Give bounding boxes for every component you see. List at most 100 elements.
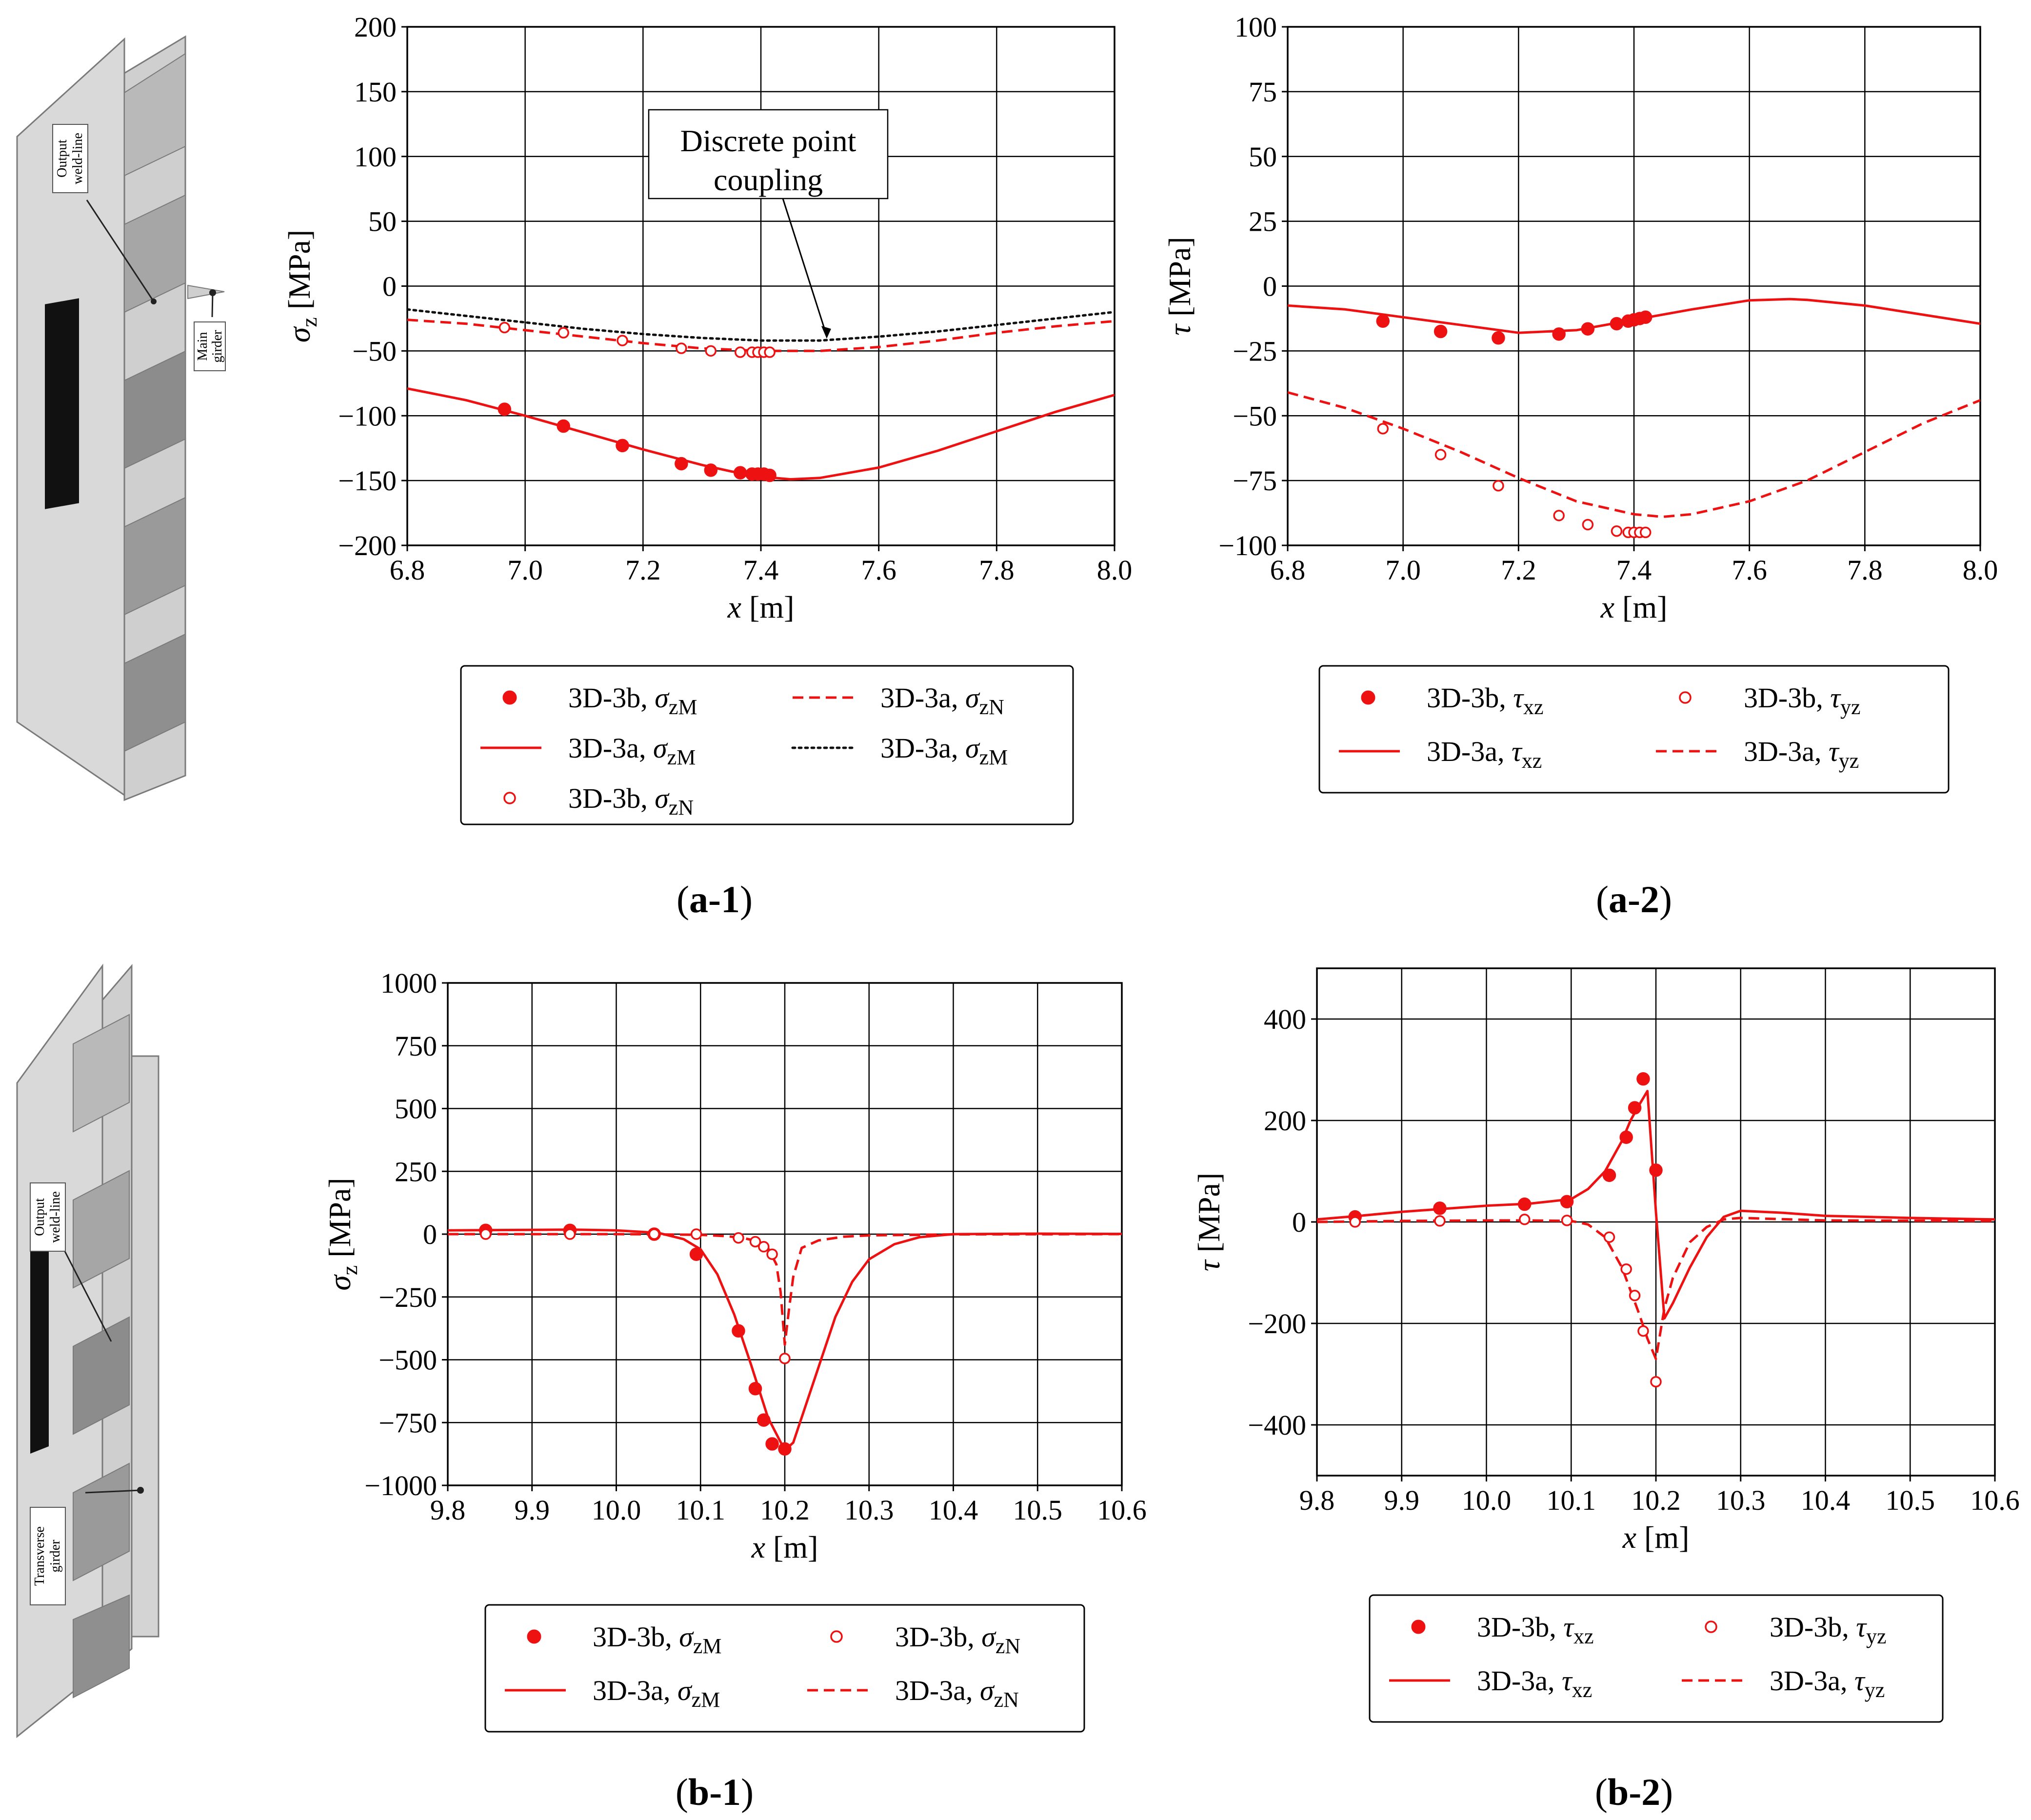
label-symbol: σ: [655, 682, 670, 714]
data-point-open: [676, 342, 687, 354]
y-tick-label: 0: [1292, 1206, 1306, 1238]
x-axis-label: x [m]: [727, 590, 795, 624]
x-tick-label: 10.4: [929, 1494, 978, 1526]
pointer-dot: [137, 1487, 144, 1494]
data-point-open: [1639, 526, 1652, 539]
x-tick-label: 10.3: [1716, 1484, 1766, 1516]
x-tick-label: 9.9: [515, 1494, 550, 1526]
label-subscript: zM: [669, 695, 697, 719]
label-symbol: σ: [965, 682, 980, 714]
label-box: [52, 124, 88, 193]
data-point-filled: [1638, 310, 1653, 324]
caption-b1: (b-1): [676, 1771, 754, 1813]
label-part: 3D-3b,: [593, 1621, 679, 1653]
label-subscript: zM: [692, 1688, 720, 1712]
x-tick-label: 7.0: [1385, 554, 1421, 586]
label-symbol: σ: [965, 732, 980, 764]
label-text: 3D-3b, τyz: [1744, 682, 1861, 719]
corrugation-face: [124, 53, 186, 177]
data-point-open: [690, 1228, 702, 1240]
data-point-filled: [1560, 1195, 1574, 1209]
y-tick-label: 50: [1249, 141, 1277, 173]
x-tick-label: 7.4: [1616, 554, 1652, 586]
plot-frame: [1287, 26, 1981, 546]
label-symbol: σ: [981, 1621, 996, 1653]
label-subscript: xz: [1573, 1624, 1594, 1648]
x-tick-label: 7.6: [861, 554, 896, 586]
axis-subscript: z: [297, 317, 321, 327]
data-point-filled: [1610, 317, 1624, 331]
data-point-open: [498, 321, 511, 334]
label-part: 3D-3a,: [593, 1675, 677, 1706]
label-subscript: zM: [979, 745, 1008, 769]
label-symbol: σ: [655, 782, 670, 814]
label-subscript: zN: [996, 1634, 1020, 1658]
y-axis-label: τ [MPa]: [1192, 1173, 1226, 1271]
data-point-open: [705, 345, 717, 357]
model-label: Main: [195, 332, 210, 360]
y-tick-label: 200: [354, 11, 397, 43]
series-layer: [448, 1223, 1122, 1456]
series-layer: [1317, 1072, 1995, 1388]
y-axis-label: σz [MPa]: [282, 230, 321, 343]
data-point-open: [1603, 1231, 1615, 1243]
x-tick-label: 10.2: [760, 1494, 810, 1526]
y-tick-label: −25: [1233, 335, 1277, 367]
model-illustration-b: Output weld-line Transverse girder: [16, 963, 159, 1739]
axis-symbol: x: [727, 590, 741, 624]
data-point-open: [779, 1353, 791, 1364]
data-point-filled: [748, 1381, 762, 1396]
x-tick-label: 7.8: [1847, 554, 1883, 586]
series-line-solid: [1288, 298, 1980, 334]
x-tick-label: 8.0: [1097, 554, 1133, 586]
data-point-filled: [557, 419, 570, 433]
series-line-dashed: [1288, 391, 1980, 518]
data-point-filled: [763, 468, 777, 482]
data-point-filled: [616, 439, 629, 453]
data-point-filled: [1602, 1168, 1616, 1182]
label-subscript: xz: [1572, 1678, 1593, 1702]
x-tick-label: 7.2: [1501, 554, 1536, 586]
data-point-open: [558, 327, 569, 339]
data-point-filled: [675, 457, 688, 471]
x-axis-label: x [m]: [751, 1530, 818, 1564]
data-point-filled: [1636, 1072, 1650, 1086]
data-point-open: [734, 346, 746, 358]
data-point-filled: [733, 466, 747, 480]
label-text: 3D-3b, τxz: [1477, 1611, 1594, 1648]
pointer-dot: [151, 299, 157, 304]
x-tick-label: 10.0: [1462, 1484, 1512, 1516]
data-point-open: [764, 346, 776, 358]
data-point-open: [1611, 525, 1623, 537]
label-symbol: τ: [1563, 1611, 1574, 1643]
axis-unit: [m]: [1636, 1520, 1689, 1555]
y-axis-label: σz [MPa]: [322, 1178, 362, 1291]
label-part: 3D-3a,: [1477, 1665, 1562, 1697]
series-line-dashed: [448, 1233, 1122, 1346]
axis-unit: [MPa]: [1192, 1173, 1226, 1260]
y-tick-label: −150: [338, 465, 397, 497]
label-symbol: σ: [980, 1675, 995, 1706]
x-tick-label: 9.9: [1384, 1484, 1420, 1516]
pointer-dot: [209, 289, 216, 296]
y-tick-label: −50: [352, 335, 397, 367]
series-line-dotted: [407, 308, 1115, 342]
annotation-arrow: [782, 198, 827, 333]
data-point-filled: [732, 1324, 745, 1338]
x-tick-label: 6.8: [390, 554, 425, 586]
data-point-open: [479, 1228, 492, 1240]
x-tick-label: 10.4: [1801, 1484, 1851, 1516]
legend-marker-open: [1705, 1620, 1717, 1633]
label-symbol: σ: [653, 732, 668, 764]
y-tick-label: −500: [378, 1344, 437, 1376]
x-tick-label: 10.3: [844, 1494, 894, 1526]
legend-box: [1369, 1594, 1944, 1723]
label-subscript: zM: [667, 745, 696, 769]
axis-unit: [MPa]: [282, 230, 317, 318]
weld-line-pointer: [58, 1239, 112, 1342]
data-point-open: [749, 1236, 761, 1248]
label-subscript: yz: [1866, 1624, 1887, 1648]
x-axis-label: x [m]: [1622, 1520, 1690, 1555]
axis-symbol: x: [751, 1530, 765, 1564]
